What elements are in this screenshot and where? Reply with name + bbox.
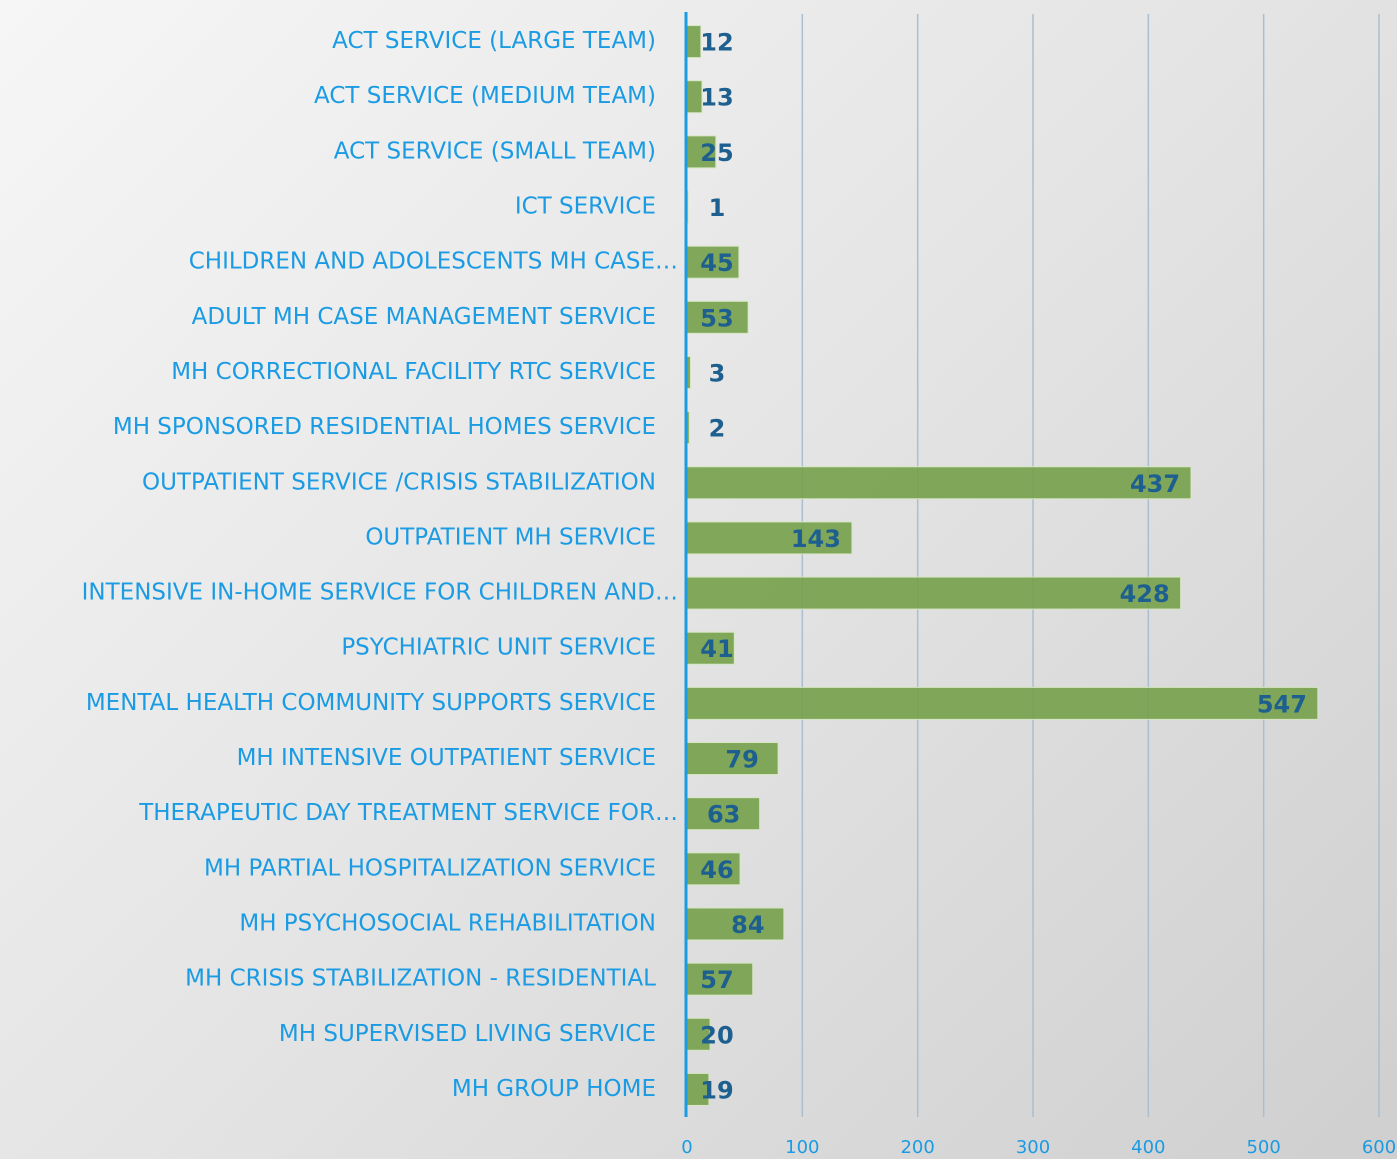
y-tick-label: ADULT MH CASE MANAGEMENT SERVICE <box>192 304 656 330</box>
y-tick-label: OUTPATIENT SERVICE /CRISIS STABILIZATION <box>142 469 656 495</box>
data-label: 547 <box>1257 690 1307 718</box>
bar <box>686 797 761 831</box>
y-tick-label: MH INTENSIVE OUTPATIENT SERVICE <box>237 745 656 771</box>
data-label: 63 <box>707 801 740 829</box>
bar <box>686 300 749 334</box>
x-tick-label: 400 <box>1131 1137 1165 1158</box>
x-tick-label: 0 <box>681 1137 692 1158</box>
data-label: 45 <box>700 249 733 277</box>
bar <box>686 852 741 886</box>
data-label: 53 <box>700 304 733 332</box>
data-label: 46 <box>700 856 733 884</box>
x-tick-label: 200 <box>900 1137 934 1158</box>
y-tick-label: OUTPATIENT MH SERVICE <box>365 524 656 550</box>
bar <box>686 466 1192 500</box>
data-label: 25 <box>700 139 733 167</box>
bar <box>686 742 779 776</box>
data-label: 1 <box>709 194 726 222</box>
data-label: 2 <box>709 415 726 443</box>
data-label: 57 <box>700 966 733 994</box>
y-tick-label: INTENSIVE IN-HOME SERVICE FOR CHILDREN A… <box>82 580 678 606</box>
bar <box>686 355 691 389</box>
data-label: 19 <box>700 1076 733 1104</box>
y-tick-label: MH PARTIAL HOSPITALIZATION SERVICE <box>204 855 656 881</box>
x-tick-label: 600 <box>1362 1137 1396 1158</box>
y-tick-label: ICT SERVICE <box>515 194 656 220</box>
data-label: 428 <box>1120 580 1170 608</box>
x-tick-label: 100 <box>785 1137 819 1158</box>
bar <box>686 576 1182 610</box>
y-tick-label: MH SUPERVISED LIVING SERVICE <box>279 1021 656 1047</box>
y-tick-label: MENTAL HEALTH COMMUNITY SUPPORTS SERVICE <box>86 690 656 716</box>
y-tick-label: MH GROUP HOME <box>452 1076 656 1102</box>
data-label: 13 <box>700 84 733 112</box>
data-label: 143 <box>791 525 841 553</box>
y-tick-label: MH SPONSORED RESIDENTIAL HOMES SERVICE <box>113 414 656 440</box>
bar <box>686 686 1319 720</box>
bar <box>686 631 735 665</box>
y-tick-label: MH PSYCHOSOCIAL REHABILITATION <box>239 910 656 936</box>
y-tick-label: ACT SERVICE (MEDIUM TEAM) <box>314 83 656 109</box>
y-tick-label: PSYCHIATRIC UNIT SERVICE <box>341 635 656 661</box>
y-tick-label: ACT SERVICE (SMALL TEAM) <box>334 138 656 164</box>
y-tick-label: ACT SERVICE (LARGE TEAM) <box>332 28 656 54</box>
data-label: 20 <box>700 1021 733 1049</box>
bar <box>686 135 717 169</box>
data-label: 3 <box>709 359 726 387</box>
data-label: 84 <box>731 911 764 939</box>
bar <box>686 25 702 59</box>
y-tick-label: MH CORRECTIONAL FACILITY RTC SERVICE <box>171 359 656 385</box>
data-label: 437 <box>1130 470 1180 498</box>
y-tick-label: CHILDREN AND ADOLESCENTS MH CASE… <box>189 249 678 275</box>
bar <box>686 907 785 941</box>
y-tick-label: MH CRISIS STABILIZATION - RESIDENTIAL <box>185 966 656 992</box>
bar <box>686 521 853 555</box>
x-tick-label: 500 <box>1246 1137 1280 1158</box>
bar <box>686 962 754 996</box>
data-label: 41 <box>700 635 733 663</box>
y-tick-label: THERAPEUTIC DAY TREATMENT SERVICE FOR… <box>138 800 678 826</box>
x-tick-label: 300 <box>1016 1137 1050 1158</box>
data-label: 12 <box>700 29 733 57</box>
data-label: 79 <box>725 746 758 774</box>
